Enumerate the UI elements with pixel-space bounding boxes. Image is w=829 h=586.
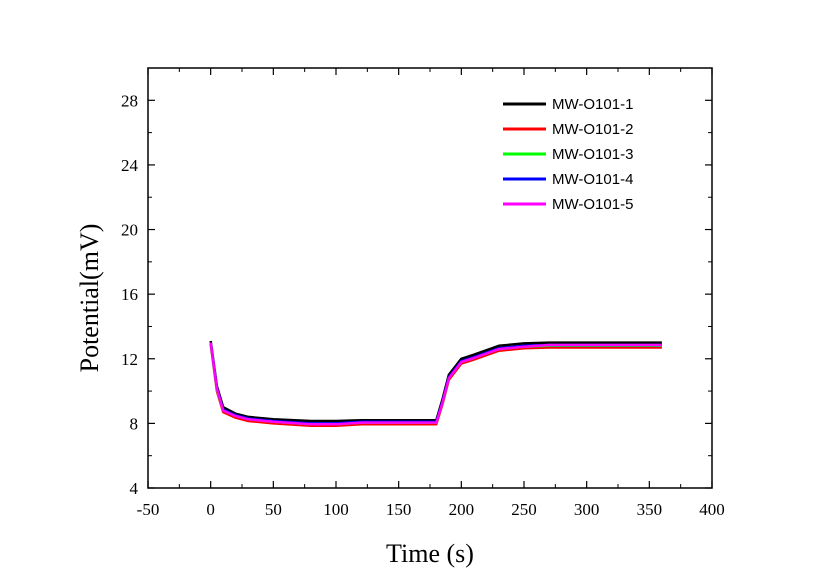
y-tick-label: 4 (130, 479, 139, 498)
x-tick-label: 100 (323, 500, 349, 519)
series-line-1 (209, 340, 662, 423)
x-axis-ticks: -50 0 50 100 150 200 250 300 350 400 (137, 68, 725, 519)
x-tick-label: 150 (386, 500, 412, 519)
x-tick-label: 300 (574, 500, 600, 519)
series-lines (209, 340, 662, 428)
x-axis-title: Time (s) (386, 539, 474, 568)
x-tick-label: -50 (137, 500, 160, 519)
x-tick-label: 250 (511, 500, 537, 519)
x-tick-label: 0 (206, 500, 215, 519)
legend-label: MW-O101-5 (552, 196, 633, 213)
series-line-5 (209, 342, 662, 426)
legend-label: MW-O101-3 (552, 146, 633, 163)
legend-label: MW-O101-2 (552, 121, 633, 138)
series-line-3 (209, 342, 662, 426)
y-tick-label: 20 (121, 221, 138, 240)
y-axis-ticks: 4 8 12 16 20 24 28 (121, 67, 712, 498)
y-axis-title: Potential(mV) (75, 224, 104, 373)
y-tick-label: 16 (121, 285, 138, 304)
x-tick-label: 350 (637, 500, 663, 519)
y-tick-label: 12 (121, 350, 138, 369)
x-tick-label: 50 (265, 500, 282, 519)
legend-label: MW-O101-4 (552, 171, 633, 188)
x-tick-label: 200 (449, 500, 475, 519)
y-tick-label: 28 (121, 91, 138, 110)
y-tick-label: 24 (121, 156, 139, 175)
y-tick-label: 8 (130, 414, 139, 433)
series-line-4 (209, 342, 662, 425)
x-tick-label: 400 (699, 500, 725, 519)
legend-label: MW-O101-1 (552, 96, 633, 113)
legend: MW-O101-1 MW-O101-2 MW-O101-3 MW-O101-4 MW-O… (503, 96, 633, 213)
series-line-2 (209, 344, 662, 428)
